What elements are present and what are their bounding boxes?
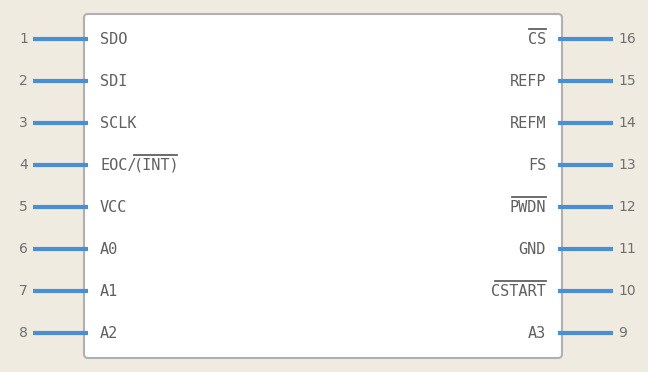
- Text: 10: 10: [618, 284, 636, 298]
- Text: A2: A2: [100, 326, 118, 340]
- Text: 16: 16: [618, 32, 636, 46]
- Text: 15: 15: [618, 74, 636, 88]
- Text: 9: 9: [618, 326, 627, 340]
- Text: 4: 4: [19, 158, 28, 172]
- Text: VCC: VCC: [100, 199, 128, 215]
- Text: CSTART: CSTART: [491, 283, 546, 298]
- Text: REFM: REFM: [509, 115, 546, 131]
- Text: 5: 5: [19, 200, 28, 214]
- Text: 2: 2: [19, 74, 28, 88]
- Text: SDO: SDO: [100, 32, 128, 46]
- Text: A1: A1: [100, 283, 118, 298]
- Text: SCLK: SCLK: [100, 115, 137, 131]
- Text: 14: 14: [618, 116, 636, 130]
- Text: CS: CS: [527, 32, 546, 46]
- Text: 11: 11: [618, 242, 636, 256]
- Text: 8: 8: [19, 326, 28, 340]
- Text: 7: 7: [19, 284, 28, 298]
- Text: FS: FS: [527, 157, 546, 173]
- Text: (INT): (INT): [134, 157, 179, 173]
- Text: 12: 12: [618, 200, 636, 214]
- Text: 1: 1: [19, 32, 28, 46]
- Text: REFP: REFP: [509, 74, 546, 89]
- Text: 13: 13: [618, 158, 636, 172]
- Text: EOC/: EOC/: [100, 157, 137, 173]
- Text: GND: GND: [518, 241, 546, 257]
- Text: PWDN: PWDN: [509, 199, 546, 215]
- Text: A3: A3: [527, 326, 546, 340]
- Text: A0: A0: [100, 241, 118, 257]
- FancyBboxPatch shape: [84, 14, 562, 358]
- Text: 3: 3: [19, 116, 28, 130]
- Text: 6: 6: [19, 242, 28, 256]
- Text: SDI: SDI: [100, 74, 128, 89]
